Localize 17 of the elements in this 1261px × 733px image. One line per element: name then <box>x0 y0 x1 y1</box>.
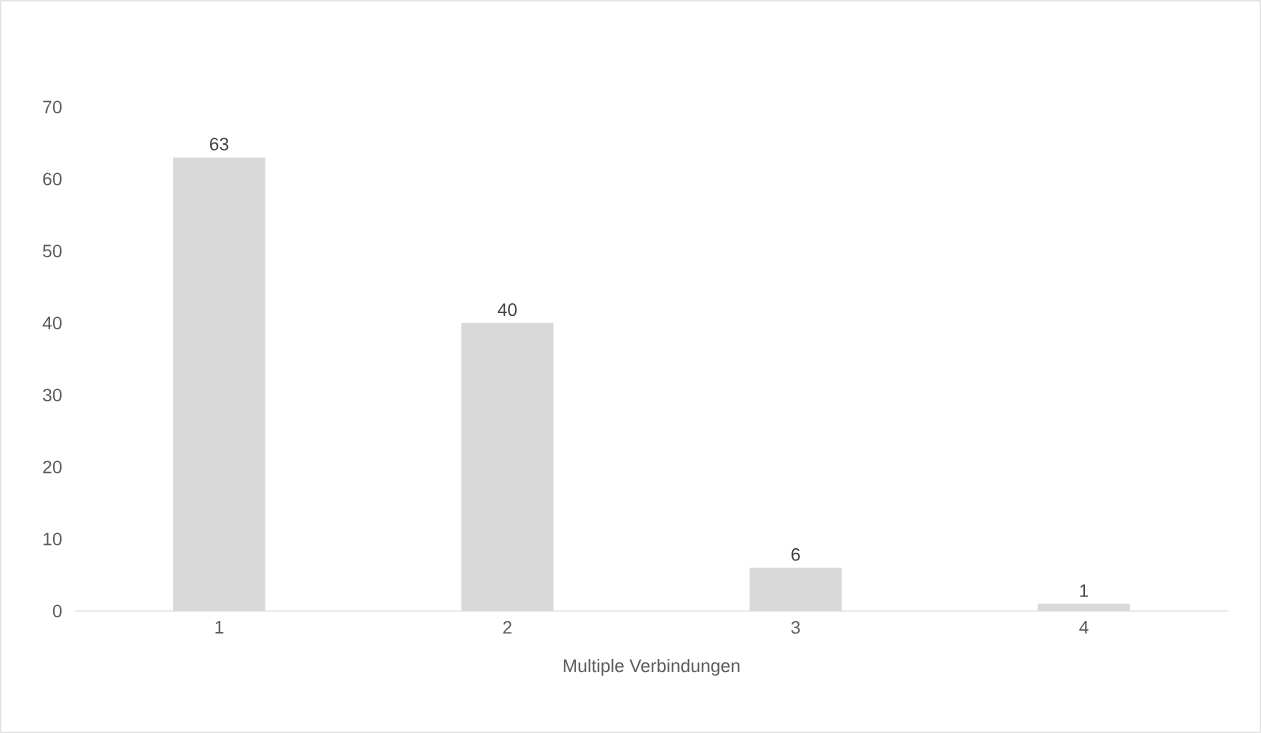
x-axis-title: Multiple Verbindungen <box>563 658 740 676</box>
data-label: 63 <box>210 137 229 151</box>
y-tick-label: 40 <box>42 316 62 330</box>
data-label: 6 <box>791 548 800 561</box>
y-tick-label: 20 <box>43 460 62 474</box>
y-tick-label: 30 <box>42 388 62 402</box>
y-tick-label: 0 <box>52 604 62 618</box>
data-label: 40 <box>497 303 517 317</box>
x-tick-label: 3 <box>791 621 800 634</box>
x-tick-label: 4 <box>1079 621 1089 634</box>
data-label: 1 <box>1080 584 1089 597</box>
y-tick-label: 50 <box>42 244 62 258</box>
x-tick-label: 1 <box>215 621 224 634</box>
y-tick-label: 70 <box>43 100 62 114</box>
y-tick-label: 10 <box>43 532 62 546</box>
y-tick-label: 60 <box>43 172 62 186</box>
x-tick-label: 2 <box>503 621 512 634</box>
